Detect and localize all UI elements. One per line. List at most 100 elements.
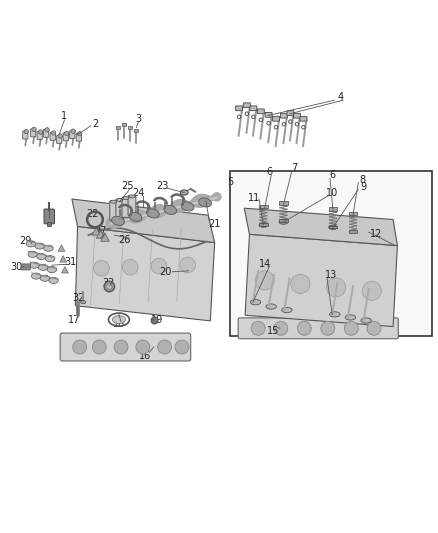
- Ellipse shape: [282, 308, 292, 313]
- Circle shape: [160, 206, 169, 214]
- Circle shape: [45, 128, 49, 132]
- Ellipse shape: [164, 205, 177, 214]
- Text: 31: 31: [64, 257, 76, 267]
- Ellipse shape: [180, 190, 188, 195]
- Ellipse shape: [129, 195, 135, 198]
- FancyBboxPatch shape: [257, 109, 264, 114]
- Bar: [349, 230, 357, 232]
- Circle shape: [135, 210, 146, 221]
- Ellipse shape: [35, 243, 45, 249]
- FancyBboxPatch shape: [293, 114, 300, 118]
- Circle shape: [24, 130, 28, 134]
- Polygon shape: [61, 266, 68, 273]
- Bar: [259, 223, 268, 225]
- FancyBboxPatch shape: [250, 106, 257, 111]
- Circle shape: [114, 340, 128, 354]
- Circle shape: [182, 200, 190, 208]
- Polygon shape: [92, 228, 101, 235]
- FancyBboxPatch shape: [31, 129, 36, 137]
- Text: 8: 8: [360, 175, 366, 185]
- Ellipse shape: [37, 254, 46, 260]
- Circle shape: [255, 271, 274, 290]
- Text: 26: 26: [118, 236, 131, 245]
- Circle shape: [367, 321, 381, 335]
- Text: 18: 18: [113, 319, 125, 329]
- Bar: [279, 220, 288, 222]
- Text: 6: 6: [329, 170, 335, 180]
- Text: 25: 25: [121, 181, 134, 191]
- FancyBboxPatch shape: [128, 196, 136, 215]
- FancyBboxPatch shape: [272, 116, 279, 121]
- Bar: [259, 205, 268, 208]
- Circle shape: [291, 274, 310, 294]
- Text: 14: 14: [259, 259, 271, 269]
- Ellipse shape: [345, 315, 356, 320]
- Circle shape: [326, 278, 346, 297]
- FancyBboxPatch shape: [70, 131, 75, 139]
- Circle shape: [149, 206, 162, 218]
- Circle shape: [155, 204, 167, 217]
- Bar: [128, 126, 132, 130]
- Circle shape: [172, 199, 186, 213]
- Circle shape: [204, 195, 212, 203]
- Text: 6: 6: [266, 167, 272, 176]
- Ellipse shape: [123, 197, 129, 200]
- Circle shape: [190, 199, 197, 206]
- Ellipse shape: [181, 202, 194, 211]
- FancyBboxPatch shape: [244, 103, 251, 108]
- Text: 17: 17: [68, 314, 81, 325]
- Circle shape: [166, 206, 171, 212]
- Text: 2: 2: [92, 119, 98, 129]
- Polygon shape: [75, 227, 215, 321]
- Circle shape: [212, 192, 222, 201]
- Circle shape: [145, 211, 151, 216]
- Ellipse shape: [361, 318, 371, 323]
- Circle shape: [179, 200, 189, 210]
- Circle shape: [127, 211, 140, 223]
- Text: 27: 27: [94, 226, 107, 236]
- Ellipse shape: [328, 225, 337, 230]
- Polygon shape: [244, 208, 397, 246]
- Circle shape: [136, 340, 150, 354]
- FancyBboxPatch shape: [116, 199, 124, 219]
- FancyBboxPatch shape: [23, 131, 28, 139]
- Circle shape: [133, 209, 145, 222]
- Ellipse shape: [329, 312, 340, 317]
- Circle shape: [127, 213, 137, 223]
- Bar: [47, 222, 51, 225]
- Polygon shape: [101, 233, 110, 241]
- Circle shape: [174, 199, 187, 213]
- Circle shape: [157, 205, 168, 215]
- Circle shape: [177, 199, 189, 212]
- Polygon shape: [245, 235, 397, 327]
- FancyBboxPatch shape: [50, 133, 55, 140]
- Circle shape: [175, 340, 189, 354]
- Circle shape: [107, 284, 112, 289]
- Circle shape: [73, 340, 87, 354]
- FancyBboxPatch shape: [300, 116, 307, 121]
- Circle shape: [274, 321, 288, 335]
- FancyBboxPatch shape: [21, 264, 31, 270]
- Circle shape: [251, 321, 265, 335]
- Circle shape: [191, 196, 203, 207]
- Bar: [328, 207, 337, 211]
- Ellipse shape: [129, 212, 142, 221]
- Circle shape: [191, 198, 200, 207]
- Circle shape: [111, 215, 124, 228]
- Circle shape: [211, 193, 219, 201]
- Ellipse shape: [32, 273, 41, 279]
- Circle shape: [196, 193, 209, 207]
- Text: 5: 5: [227, 176, 233, 187]
- Circle shape: [32, 127, 36, 132]
- FancyBboxPatch shape: [57, 135, 62, 143]
- Text: 1: 1: [61, 111, 67, 122]
- FancyBboxPatch shape: [37, 132, 42, 140]
- Circle shape: [344, 321, 358, 335]
- Bar: [328, 225, 337, 228]
- Circle shape: [126, 214, 134, 222]
- Text: 16: 16: [139, 351, 151, 361]
- Ellipse shape: [40, 275, 49, 281]
- Circle shape: [106, 216, 118, 229]
- Bar: [122, 123, 126, 126]
- Text: 10: 10: [326, 188, 338, 198]
